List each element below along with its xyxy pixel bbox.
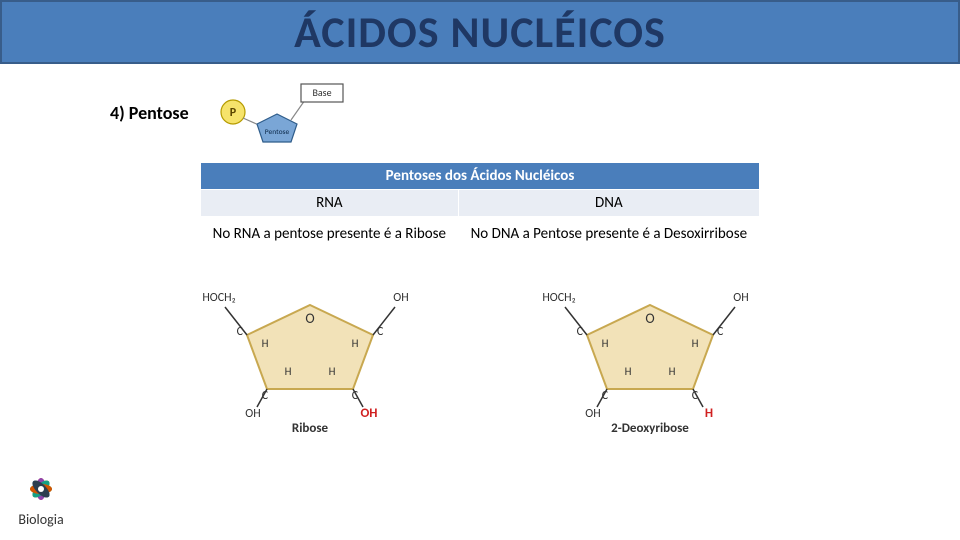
svg-text:C: C — [377, 325, 384, 339]
svg-text:H: H — [285, 365, 292, 378]
deoxy-h-2-highlight: H — [705, 406, 713, 417]
logo-text: Biologia — [18, 511, 63, 528]
svg-text:C: C — [577, 325, 584, 339]
svg-text:H: H — [329, 365, 336, 378]
svg-text:H: H — [669, 365, 676, 378]
ribose-o-atom: O — [305, 310, 314, 327]
biologia-logo: Biologia — [16, 461, 66, 528]
ribose-label: Ribose — [292, 421, 328, 436]
table-col1-head: RNA — [201, 190, 459, 217]
ribose-oh-top: OH — [393, 291, 408, 305]
table-col2-body: No DNA a Pentose presente é a Desoxirrib… — [458, 217, 759, 253]
svg-text:C: C — [237, 325, 244, 339]
svg-text:H: H — [352, 337, 359, 350]
deoxy-oh-3: OH — [585, 407, 600, 417]
table-col1-body: No RNA a pentose presente é a Ribose — [201, 217, 459, 253]
ribose-structure: O HOCH₂ OH C C C C H H H H OH OH Ribose — [170, 277, 450, 436]
svg-text:H: H — [602, 337, 609, 350]
svg-text:C: C — [692, 389, 699, 403]
nucleotide-diagram: P Pentose Base — [213, 80, 363, 146]
svg-text:C: C — [717, 325, 724, 339]
ribose-oh-2-highlight: OH — [361, 406, 378, 417]
svg-text:H: H — [692, 337, 699, 350]
subtitle-row: 4) Pentose P Pentose Base — [110, 80, 960, 146]
deoxy-hoch2: HOCH₂ — [542, 291, 575, 305]
deoxyribose-label: 2-Deoxyribose — [611, 421, 689, 436]
title-banner: ÁCIDOS NUCLÉICOS — [0, 0, 960, 64]
pentose-table: Pentoses dos Ácidos Nucléicos RNA DNA No… — [200, 162, 760, 253]
ribose-oh-3: OH — [245, 407, 260, 417]
phosphate-label: P — [229, 106, 236, 120]
ribose-hoch2: HOCH₂ — [202, 291, 235, 305]
logo-icon — [16, 461, 66, 509]
deoxy-oh-top: OH — [733, 291, 748, 305]
base-label: Base — [312, 86, 331, 99]
deoxyribose-structure: O HOCH₂ OH C C C C H H H H OH H 2-Deoxyr… — [510, 277, 790, 436]
svg-text:C: C — [352, 389, 359, 403]
table-col2-head: DNA — [458, 190, 759, 217]
section-number-title: 4) Pentose — [110, 102, 189, 124]
table-header: Pentoses dos Ácidos Nucléicos — [201, 163, 760, 190]
sugar-structures-row: O HOCH₂ OH C C C C H H H H OH OH Ribose — [170, 277, 790, 436]
pentose-label: Pentose — [264, 128, 289, 137]
svg-text:H: H — [625, 365, 632, 378]
deoxy-o-atom: O — [645, 310, 654, 327]
svg-text:H: H — [262, 337, 269, 350]
page-title: ÁCIDOS NUCLÉICOS — [294, 5, 666, 59]
